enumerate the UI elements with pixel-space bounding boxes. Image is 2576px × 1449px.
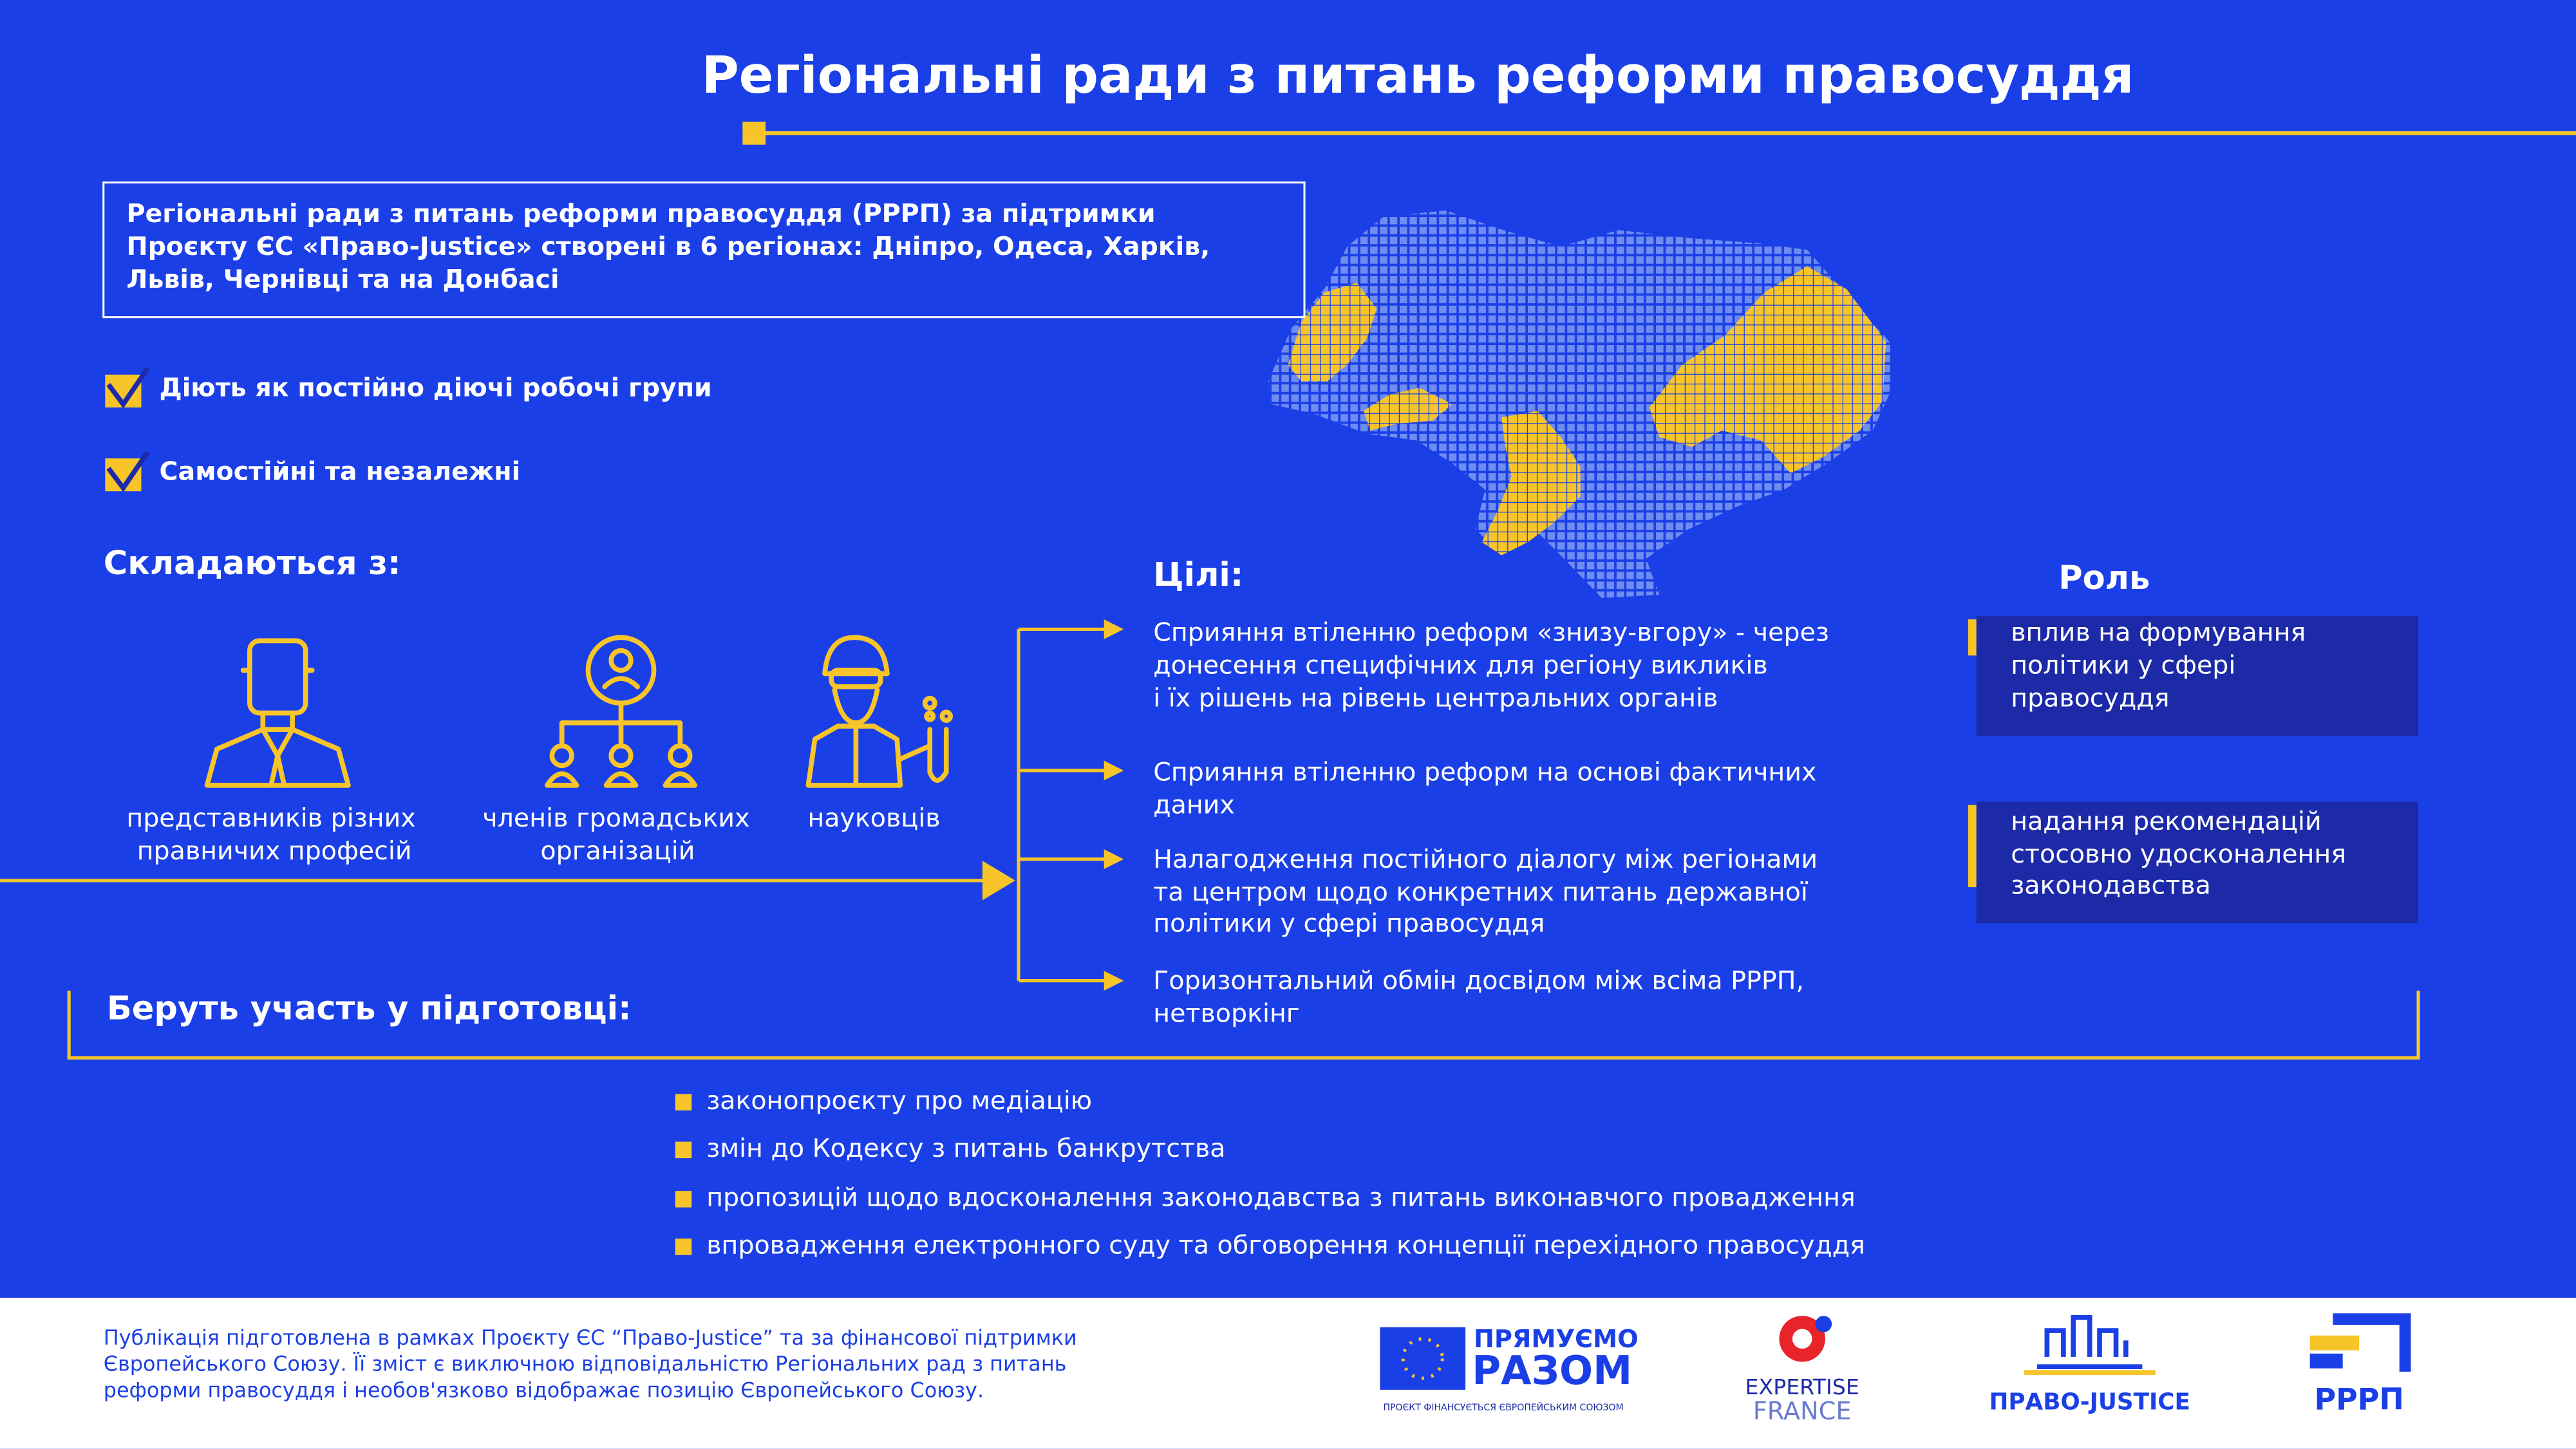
- role-line: політики у сфері: [2011, 651, 2235, 680]
- role-heading: Роль: [2058, 559, 2150, 597]
- disclaimer-line: Публікація підготовлена в рамках Проєкту…: [104, 1325, 1077, 1350]
- role-box: [1976, 616, 2419, 736]
- member-label: правничих професій: [137, 836, 412, 866]
- bullet: [675, 1191, 692, 1208]
- intro-box: [102, 181, 1306, 319]
- goal-line: Сприяння втіленню реформ «знизу-вгору» -…: [1153, 618, 1829, 648]
- logo-text: РАЗОМ: [1472, 1348, 1632, 1394]
- connector: [0, 619, 1124, 991]
- role-line: законодавства: [2011, 871, 2211, 901]
- logo-text: FRANCE: [1753, 1397, 1852, 1426]
- feature: Самостійні та незалежні: [160, 457, 521, 487]
- intro-line: Регіональні ради з питань реформи правос…: [126, 199, 1155, 229]
- role-line: надання рекомендацій: [2011, 807, 2321, 836]
- role-marker: [1968, 619, 1977, 656]
- justice-logo: ПРАВО-JUSTICE: [1989, 1314, 2190, 1415]
- goal-line: Сприяння втіленню реформ на основі факти…: [1153, 758, 1816, 787]
- role-marker: [1968, 805, 1977, 888]
- member-label: організацій: [540, 836, 695, 866]
- role-line: стосовно удосконалення: [2011, 839, 2346, 869]
- scientist-icon: [805, 635, 953, 788]
- member-label: науковців: [807, 803, 940, 833]
- participation-heading: Беруть участь у підготовці:: [107, 989, 632, 1027]
- goal-line: і їх рішень на рівень центральних органі…: [1153, 684, 1718, 713]
- member-label: членів громадських: [482, 803, 749, 833]
- role-line: правосуддя: [2011, 684, 2169, 713]
- lawyer-icon: [204, 638, 351, 788]
- intro-line: Львів, Чернівці та на Донбасі: [126, 265, 559, 294]
- logo-text: ПРЯМУЄМО: [1474, 1325, 1639, 1354]
- goal-line: донесення специфічних для регіону виклик…: [1153, 651, 1767, 680]
- goal-line: та центром щодо конкретних питань держав…: [1153, 877, 1809, 907]
- participation-item: пропозицій щодо вдосконалення законодавс…: [706, 1183, 1856, 1212]
- feature: Діють як постійно діючі робочі групи: [160, 373, 712, 402]
- disclaimer-line: реформи правосуддя і необов'язково відоб…: [104, 1378, 984, 1402]
- eu-logo: ПРЯМУЄМО РАЗОМ ПРОЄКТ ФІНАНСУЄТЬСЯ ЄВРОП…: [1380, 1325, 1639, 1413]
- participation-item: впровадження електронного суду та обгово…: [706, 1230, 1865, 1260]
- role-line: вплив на формування: [2011, 618, 2306, 648]
- check-icon: [105, 450, 150, 492]
- check-icon: [105, 366, 150, 409]
- participation-item: змін до Кодексу з питань банкрутства: [706, 1134, 1225, 1163]
- logo-text: РРРП: [2315, 1381, 2404, 1416]
- organization-icon: [544, 635, 698, 788]
- page-title: Регіональні ради з питань реформи правос…: [702, 46, 2134, 105]
- goal-line: Горизонтальний обмін досвідом між всіма …: [1153, 966, 1804, 996]
- goals-heading: Цілі:: [1153, 556, 1243, 594]
- bullet: [675, 1094, 692, 1111]
- bullet: [675, 1141, 692, 1159]
- goal-line: політики у сфері правосуддя: [1153, 908, 1545, 938]
- title-marker: [742, 122, 766, 145]
- logo-text: EXPERTISE: [1745, 1374, 1859, 1399]
- composition-heading: Складаються з:: [104, 545, 401, 583]
- rrrp-logo: РРРП: [2309, 1313, 2411, 1416]
- intro-line: Проєкту ЄС «Право-Justice» створені в 6 …: [126, 232, 1210, 261]
- expertise-logo: EXPERTISE FRANCE: [1745, 1316, 1859, 1426]
- participation-item: законопроєкту про медіацію: [706, 1086, 1092, 1116]
- participation-frame: [67, 990, 2420, 1060]
- goal-line: нетворкінг: [1153, 999, 1299, 1029]
- logo-text: ПРАВО-JUSTICE: [1989, 1388, 2190, 1415]
- goal-line: Налагодження постійного діалогу між регі…: [1153, 845, 1818, 874]
- logo-text: ПРОЄКТ ФІНАНСУЄТЬСЯ ЄВРОПЕЙСЬКИМ СОЮЗОМ: [1383, 1401, 1623, 1413]
- role-box: [1976, 801, 2419, 924]
- member-label: представників різних: [126, 803, 415, 833]
- goal-line: даних: [1153, 790, 1235, 820]
- disclaimer-line: Європейського Союзу. Її зміст є виключно…: [104, 1352, 1067, 1376]
- map: [1268, 210, 1893, 599]
- bullet: [675, 1239, 692, 1255]
